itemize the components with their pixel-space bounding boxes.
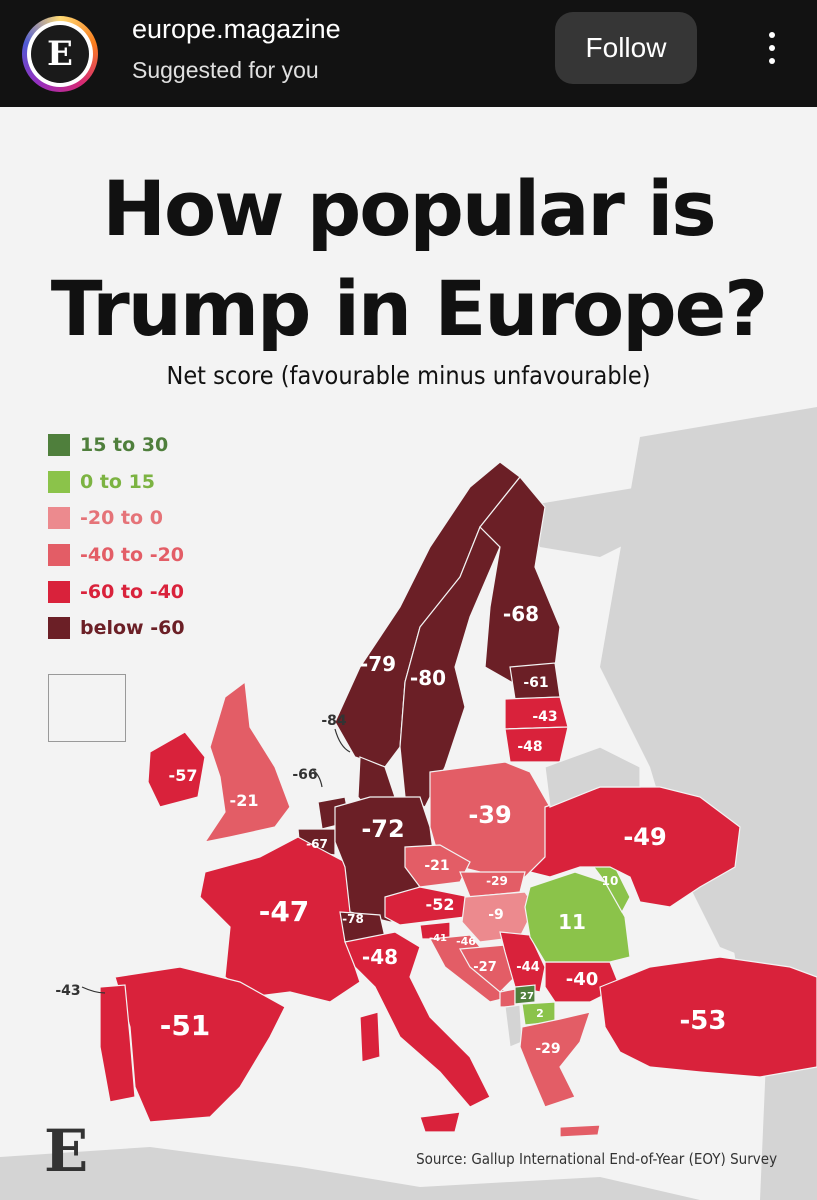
avatar-logo: E	[31, 25, 89, 83]
poster-title: How popular is Trump in Europe?	[0, 159, 817, 359]
label-germany: -72	[361, 815, 404, 843]
label-turkey: -53	[680, 1006, 727, 1036]
europe-map: -79 -80 -68 -61 -43 -48 -84 -21 -57 -66 …	[0, 407, 817, 1200]
label-moldova: 10	[602, 874, 619, 888]
label-austria: -52	[426, 895, 455, 914]
country-italy	[344, 931, 491, 1108]
leader-line-denmark	[334, 728, 351, 753]
label-norway: -79	[360, 652, 396, 676]
label-italy: -48	[362, 945, 398, 969]
leader-line-netherlands	[311, 768, 323, 788]
country-ireland	[147, 731, 206, 808]
country-greece	[519, 1011, 591, 1108]
label-sweden: -80	[410, 666, 446, 690]
legend-item: 15 to 30	[48, 427, 185, 464]
label-ireland: -57	[169, 766, 198, 785]
map-poster: -79 -80 -68 -61 -43 -48 -84 -21 -57 -66 …	[0, 107, 817, 1200]
label-croatia: -46	[456, 935, 476, 948]
avatar[interactable]: E	[27, 21, 93, 87]
label-kosovo: 27	[520, 991, 534, 1002]
label-lithuania: -48	[517, 739, 542, 755]
label-finland: -68	[503, 602, 539, 626]
label-bosnia: -27	[473, 960, 497, 975]
label-switzerland: -78	[342, 912, 364, 926]
legend-item: -60 to -40	[48, 573, 185, 610]
label-poland: -39	[468, 801, 511, 829]
legend-label: -40 to -20	[80, 544, 185, 567]
land-africa	[0, 1147, 700, 1200]
iceland-inset	[48, 674, 126, 742]
story-ring[interactable]: E	[22, 16, 98, 92]
country-albania	[504, 1004, 523, 1048]
label-bulgaria: -40	[566, 969, 599, 990]
title-line-2: Trump in Europe?	[50, 264, 769, 353]
legend-item: -40 to -20	[48, 537, 185, 574]
country-czechia	[404, 844, 471, 888]
legend-item: 0 to 15	[48, 464, 185, 501]
label-slovenia: -41	[429, 933, 447, 944]
country-kosovo	[514, 984, 536, 1005]
label-hungary: -9	[488, 907, 504, 923]
account-name[interactable]: europe.magazine	[132, 14, 341, 44]
legend-item: -20 to 0	[48, 500, 185, 537]
more-options-icon[interactable]	[762, 32, 782, 78]
legend-swatch	[48, 580, 70, 603]
title-line-1: How popular is	[102, 164, 716, 253]
legend-swatch	[48, 507, 70, 530]
label-belgium: -67	[306, 837, 328, 851]
label-ukraine: -49	[623, 823, 666, 851]
land-svalbard	[520, 487, 660, 557]
country-belarus	[544, 746, 641, 808]
country-sardinia	[359, 1011, 381, 1063]
label-serbia: -44	[516, 960, 540, 975]
label-portugal: -43	[55, 983, 80, 999]
country-uk	[203, 680, 291, 843]
legend-label: below -60	[80, 617, 185, 640]
legend-label: -20 to 0	[80, 507, 163, 530]
country-sicily	[419, 1111, 461, 1133]
label-netherlands: -66	[292, 767, 317, 783]
country-crete	[559, 1124, 601, 1138]
legend-item: below -60	[48, 610, 185, 647]
label-denmark: -84	[321, 713, 347, 729]
poster-subtitle: Net score (favourable minus unfavourable…	[166, 361, 651, 390]
country-ukraine	[528, 786, 741, 908]
source-credit: Source: Gallup International End-of-Year…	[416, 1150, 777, 1168]
legend-swatch	[48, 434, 70, 457]
brand-logo: E	[44, 1117, 89, 1185]
legend-swatch	[48, 470, 70, 493]
label-greece: -29	[535, 1041, 560, 1057]
country-portugal	[99, 984, 136, 1103]
legend-swatch	[48, 544, 70, 567]
label-uk: -21	[230, 791, 259, 810]
label-slovakia: -29	[486, 874, 508, 888]
country-turkey	[599, 956, 817, 1078]
label-spain: -51	[160, 1009, 211, 1042]
label-latvia: -43	[532, 709, 557, 725]
label-romania: 11	[558, 910, 586, 934]
legend-swatch	[48, 617, 70, 640]
legend: 15 to 30 0 to 15 -20 to 0 -40 to -20 -60…	[48, 427, 185, 647]
legend-label: 0 to 15	[80, 470, 156, 493]
label-estonia: -61	[523, 675, 548, 691]
legend-label: 15 to 30	[80, 434, 169, 457]
country-spain	[114, 966, 286, 1123]
follow-button[interactable]: Follow	[555, 12, 697, 84]
label-north-macedonia: 2	[536, 1007, 544, 1020]
country-bosnia	[459, 944, 516, 993]
post-header: E europe.magazine Suggested for you Foll…	[0, 0, 817, 107]
country-montenegro	[499, 988, 516, 1008]
country-france	[199, 836, 361, 1003]
legend-label: -60 to -40	[80, 580, 185, 603]
country-romania	[524, 871, 631, 963]
label-france: -47	[259, 895, 310, 928]
label-czechia: -21	[424, 858, 449, 874]
leader-line-portugal	[81, 986, 106, 994]
suggested-label: Suggested for you	[132, 57, 319, 83]
